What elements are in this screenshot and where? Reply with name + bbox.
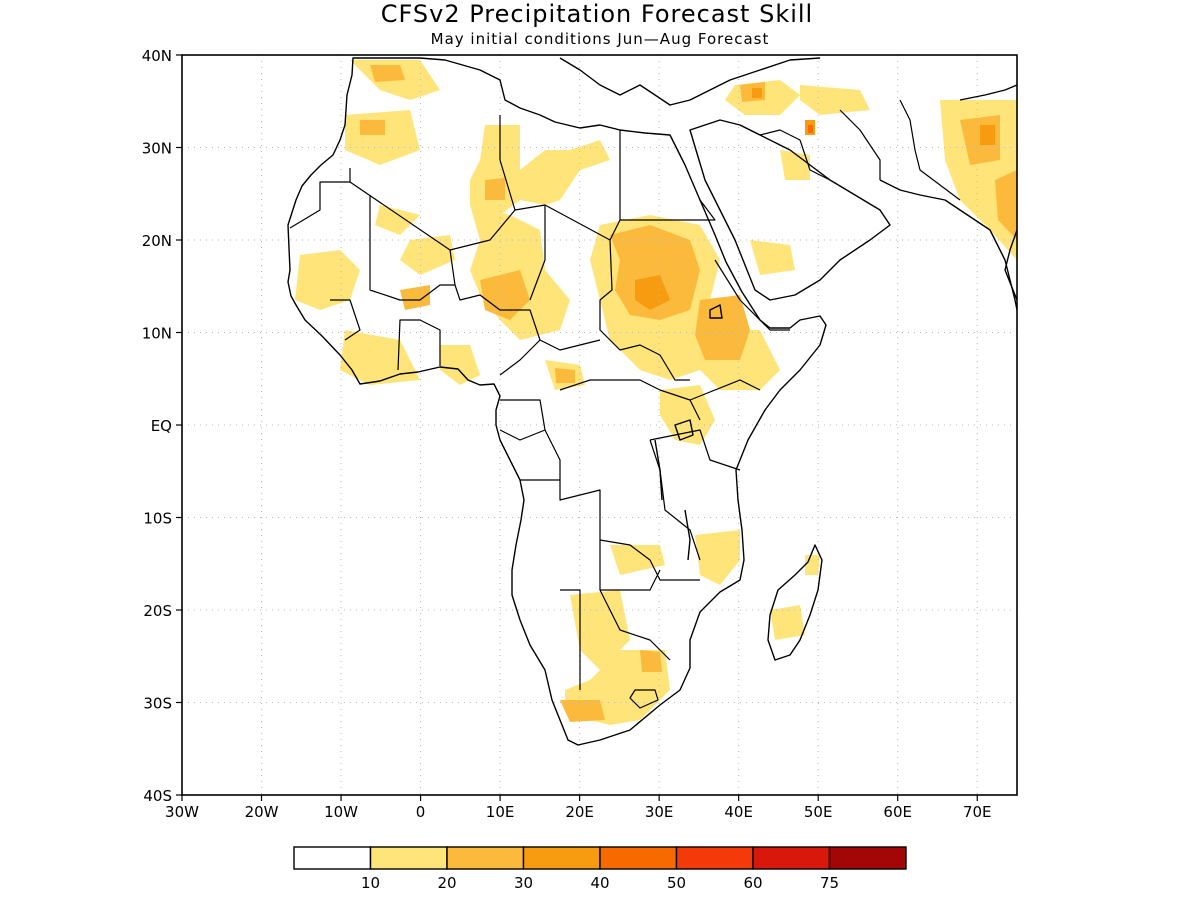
y-tick-label: EQ xyxy=(151,417,172,435)
europe-coastline xyxy=(559,57,821,106)
x-tick-label: 30W xyxy=(165,803,199,821)
x-tick-label: 50E xyxy=(804,803,833,821)
x-tick-label: 0 xyxy=(416,803,426,821)
colorbar-swatch xyxy=(599,846,678,870)
y-tick-label: 20N xyxy=(142,232,172,250)
colorbar-swatch xyxy=(522,846,601,870)
madagascar-coastline xyxy=(767,544,823,661)
y-tick-label: 30N xyxy=(142,140,172,158)
colorbar-label: 40 xyxy=(590,874,609,892)
x-tick-label: 20W xyxy=(245,803,279,821)
y-tick-label: 30S xyxy=(143,695,172,713)
chart-subtitle: May initial conditions Jun—Aug Forecast xyxy=(431,30,770,48)
colorbar-label: 60 xyxy=(743,874,762,892)
colorbar-label: 50 xyxy=(667,874,686,892)
colorbar-label: 10 xyxy=(361,874,380,892)
x-tick-label: 40E xyxy=(724,803,753,821)
country-borders xyxy=(289,99,961,709)
asia-coastline xyxy=(879,179,1017,311)
colorbar-swatch xyxy=(675,846,754,870)
x-tick-label: 10W xyxy=(324,803,358,821)
x-tick-label: 30E xyxy=(645,803,674,821)
latitude-ticks: 40N 30N 20N 10N EQ 10S 20S 30S 40S xyxy=(142,47,182,805)
y-tick-label: 40S xyxy=(143,787,172,805)
skill-10-20-areas xyxy=(295,60,1017,725)
coastlines-and-borders xyxy=(287,57,1017,746)
colorbar-swatch xyxy=(293,846,372,870)
colorbar-label: 30 xyxy=(514,874,533,892)
colorbar-swatch xyxy=(369,846,448,870)
skill-40-50-areas xyxy=(808,125,813,133)
y-tick-label: 10N xyxy=(142,325,172,343)
colorbar-label: 20 xyxy=(437,874,456,892)
longitude-ticks: 30W 20W 10W 0 10E 20E 30E 40E 50E 60E 70E xyxy=(165,795,992,821)
x-tick-label: 70E xyxy=(963,803,992,821)
lakes xyxy=(654,304,723,561)
y-tick-label: 10S xyxy=(143,510,172,528)
y-tick-label: 40N xyxy=(142,47,172,65)
colorbar-swatch xyxy=(828,846,907,870)
chart-title: CFSv2 Precipitation Forecast Skill xyxy=(381,0,813,28)
x-tick-label: 20E xyxy=(565,803,594,821)
x-tick-label: 60E xyxy=(883,803,912,821)
india-coastline xyxy=(959,84,1017,301)
skill-shading xyxy=(295,60,1017,725)
x-tick-label: 10E xyxy=(486,803,515,821)
colorbar-label: 75 xyxy=(820,874,839,892)
colorbar-swatch xyxy=(446,846,525,870)
colorbar: 10 20 30 40 50 60 75 xyxy=(293,846,907,892)
colorbar-swatch xyxy=(752,846,831,870)
y-tick-label: 20S xyxy=(143,602,172,620)
